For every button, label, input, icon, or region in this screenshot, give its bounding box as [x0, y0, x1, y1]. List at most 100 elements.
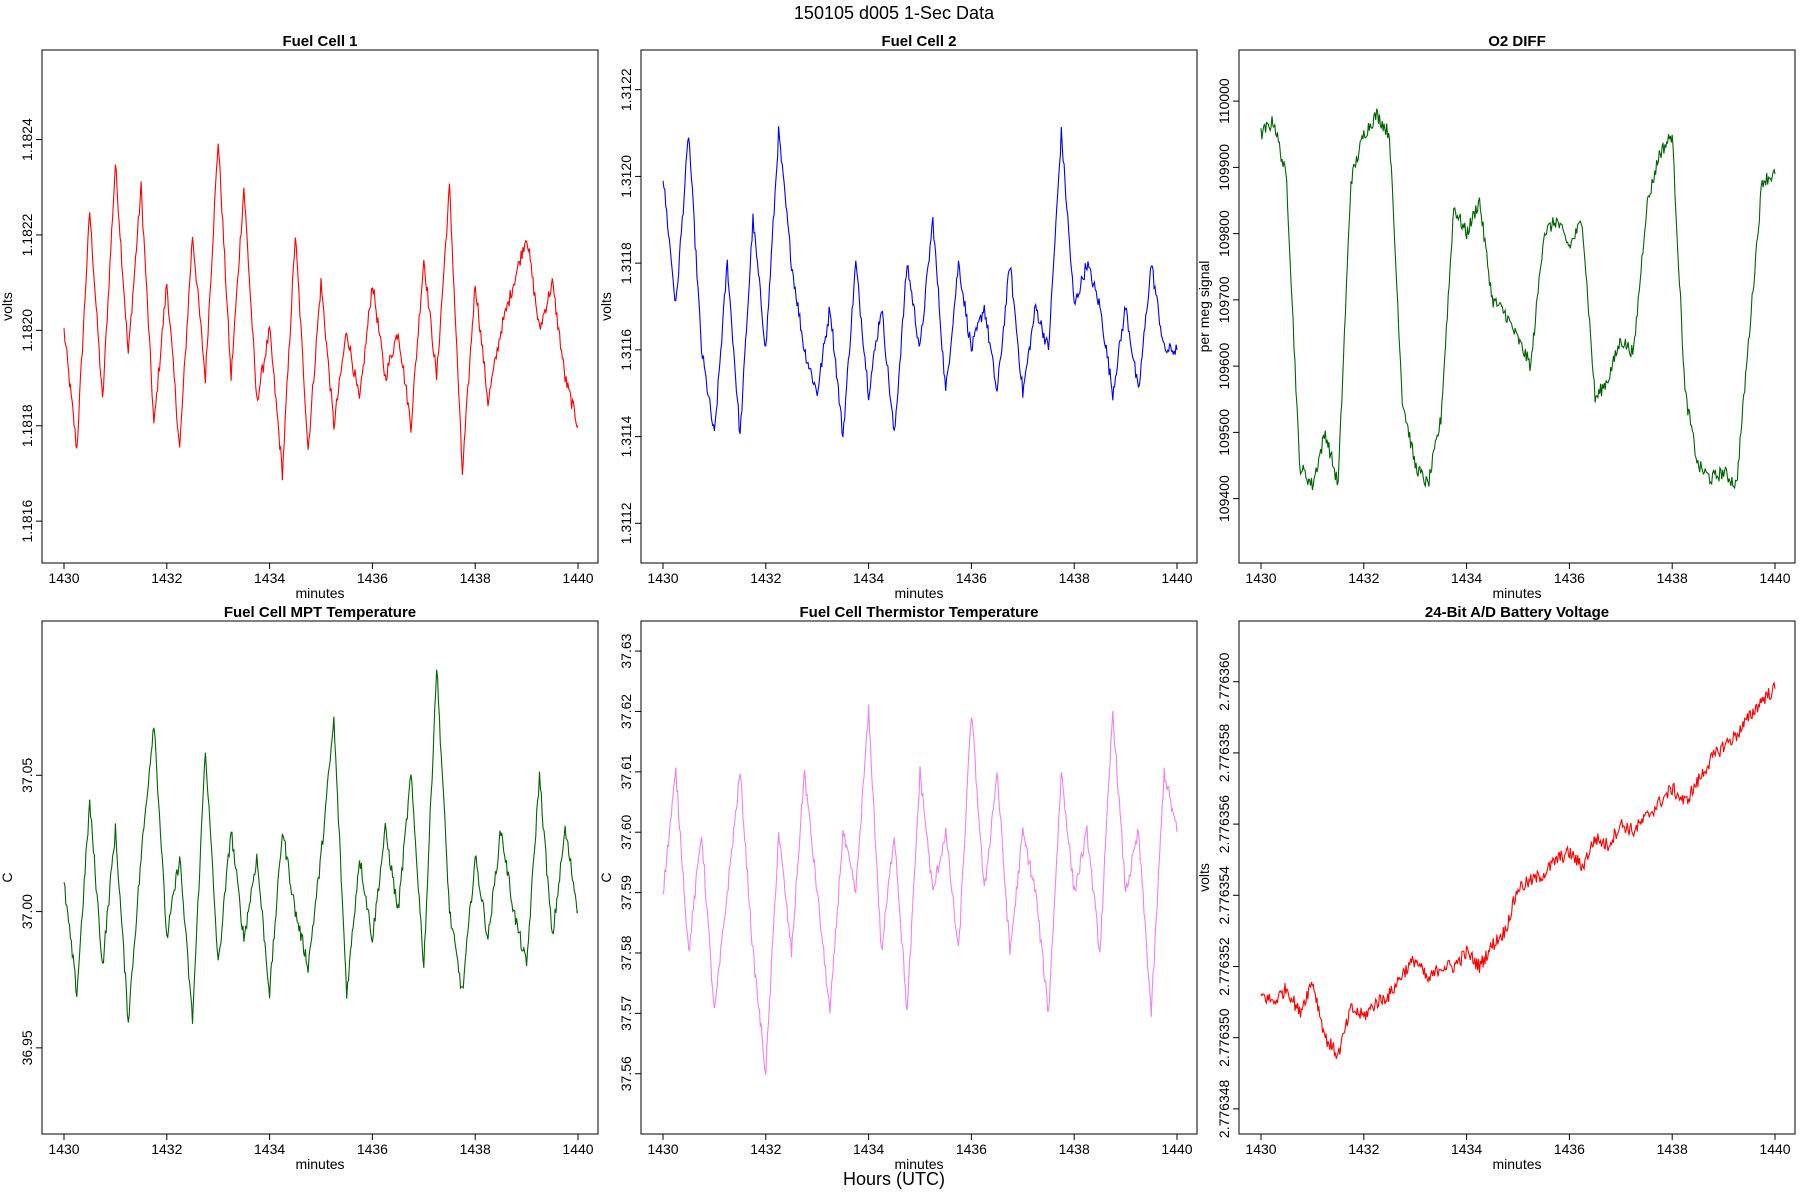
- x-tick-label: 1440: [1759, 1141, 1790, 1157]
- series-line-1: [1260, 681, 1776, 1059]
- figure-xlabel: Hours (UTC): [843, 1169, 945, 1189]
- y-tick-label: 37.56: [618, 1056, 634, 1091]
- y-tick-label: 36.95: [19, 1030, 35, 1065]
- y-axis-label: volts: [0, 292, 15, 321]
- x-tick-label: 1430: [48, 1141, 79, 1157]
- panel-title: Fuel Cell MPT Temperature: [224, 604, 416, 621]
- x-axis-label: minutes: [894, 1156, 943, 1172]
- x-tick-label: 1440: [1759, 570, 1790, 586]
- x-tick-label: 1438: [1059, 570, 1090, 586]
- y-tick-label: 109600: [1216, 343, 1232, 390]
- x-axis-label: minutes: [1492, 1156, 1541, 1172]
- x-tick-label: 1432: [1348, 570, 1379, 586]
- y-axis-label: volts: [598, 292, 614, 321]
- y-axis-label: C: [0, 872, 15, 882]
- chart-panel-3: O2 DIFF 1430 1432 1434 1436 1438 1440 minutes 10…: [1196, 33, 1796, 601]
- series-line-1: [662, 704, 1178, 1075]
- plot-frame: [640, 620, 1198, 1135]
- y-tick-label: 37.63: [618, 633, 634, 668]
- y-tick-label: 2.776360: [1216, 652, 1232, 711]
- y-tick-label: 2.776358: [1216, 724, 1232, 783]
- x-tick-label: 1440: [1161, 570, 1192, 586]
- x-axis-label: minutes: [295, 585, 344, 601]
- x-tick-label: 1430: [647, 1141, 678, 1157]
- y-tick-label: 37.62: [618, 694, 634, 729]
- series-line-1: [63, 669, 579, 1024]
- plot-frame: [640, 49, 1198, 564]
- x-tick-label: 1434: [1451, 570, 1482, 586]
- y-axis-label: per meg signal: [1196, 261, 1212, 353]
- series-line-1: [1260, 108, 1776, 491]
- series-line-1: [662, 126, 1178, 438]
- x-tick-label: 1438: [1059, 1141, 1090, 1157]
- y-tick-label: 37.60: [618, 814, 634, 849]
- x-axis-label: minutes: [295, 1156, 344, 1172]
- series-line-1: [63, 143, 579, 481]
- y-tick-label: 109400: [1216, 475, 1232, 522]
- y-tick-label: 37.61: [618, 754, 634, 789]
- x-tick-label: 1436: [1554, 1141, 1585, 1157]
- chart-panel-5: Fuel Cell Thermistor Temperature 1430 1432…: [598, 604, 1198, 1172]
- y-tick-label: 1.3114: [618, 415, 634, 457]
- y-tick-label: 2.776348: [1216, 1079, 1232, 1138]
- x-tick-label: 1440: [562, 570, 593, 586]
- y-tick-label: 1.3116: [618, 329, 634, 371]
- x-tick-label: 1434: [1451, 1141, 1482, 1157]
- y-tick-label: 1.1816: [19, 500, 35, 543]
- y-tick-label: 37.58: [618, 935, 634, 970]
- y-tick-label: 109500: [1216, 409, 1232, 456]
- x-tick-label: 1432: [750, 1141, 781, 1157]
- plot-frame: [41, 620, 599, 1135]
- y-tick-label: 2.776350: [1216, 1008, 1232, 1067]
- y-axis-label: C: [598, 872, 614, 882]
- x-tick-label: 1436: [357, 570, 388, 586]
- x-tick-label: 1436: [956, 1141, 987, 1157]
- x-tick-label: 1440: [562, 1141, 593, 1157]
- chart-panel-6: 24-Bit A/D Battery Voltage 1430 1432 1434 14…: [1196, 604, 1796, 1172]
- x-tick-label: 1432: [750, 570, 781, 586]
- x-tick-label: 1436: [357, 1141, 388, 1157]
- chart-panel-1: Fuel Cell 1 1430 1432 1434 1436 1438 1440 minut…: [0, 33, 599, 601]
- x-tick-label: 1436: [1554, 570, 1585, 586]
- panel-title: Fuel Cell Thermistor Temperature: [800, 604, 1039, 621]
- chart-panel-4: Fuel Cell MPT Temperature 1430 1432 1434 143…: [0, 604, 599, 1172]
- plot-frame: [1238, 49, 1796, 564]
- x-tick-label: 1430: [1245, 570, 1276, 586]
- x-axis-label: minutes: [1492, 585, 1541, 601]
- x-tick-label: 1432: [151, 570, 182, 586]
- x-tick-label: 1438: [460, 1141, 491, 1157]
- chart-panel-2: Fuel Cell 2 1430 1432 1434 1436 1438 1440 minut…: [598, 33, 1198, 601]
- y-tick-label: 1.3112: [618, 502, 634, 544]
- x-tick-label: 1434: [853, 1141, 884, 1157]
- y-tick-label: 2.776356: [1216, 795, 1232, 854]
- y-axis-label: volts: [1196, 863, 1212, 892]
- y-tick-label: 1.1818: [19, 404, 35, 447]
- plot-frame: [1238, 620, 1796, 1135]
- y-tick-label: 37.59: [618, 875, 634, 910]
- y-tick-label: 2.776352: [1216, 937, 1232, 996]
- y-tick-label: 1.3122: [618, 68, 634, 111]
- x-tick-label: 1440: [1161, 1141, 1192, 1157]
- y-tick-label: 37.57: [618, 996, 634, 1031]
- y-tick-label: 109900: [1216, 144, 1232, 191]
- x-tick-label: 1432: [151, 1141, 182, 1157]
- x-tick-label: 1436: [956, 570, 987, 586]
- y-tick-label: 109700: [1216, 276, 1232, 323]
- panel-title: 24-Bit A/D Battery Voltage: [1425, 604, 1609, 621]
- x-tick-label: 1438: [460, 570, 491, 586]
- y-tick-label: 1.3120: [618, 155, 634, 198]
- y-tick-label: 37.05: [19, 758, 35, 793]
- y-tick-label: 1.3118: [618, 242, 634, 284]
- panel-title: O2 DIFF: [1488, 33, 1546, 50]
- x-axis-label: minutes: [894, 585, 943, 601]
- y-tick-label: 110000: [1216, 78, 1232, 124]
- x-tick-label: 1434: [254, 1141, 285, 1157]
- y-tick-label: 2.776354: [1216, 866, 1232, 925]
- panel-title: Fuel Cell 1: [282, 33, 357, 50]
- plot-frame: [41, 49, 599, 564]
- y-tick-label: 109800: [1216, 210, 1232, 257]
- figure-title: 150105 d005 1-Sec Data: [794, 3, 995, 23]
- x-tick-label: 1434: [254, 570, 285, 586]
- y-tick-label: 37.00: [19, 894, 35, 929]
